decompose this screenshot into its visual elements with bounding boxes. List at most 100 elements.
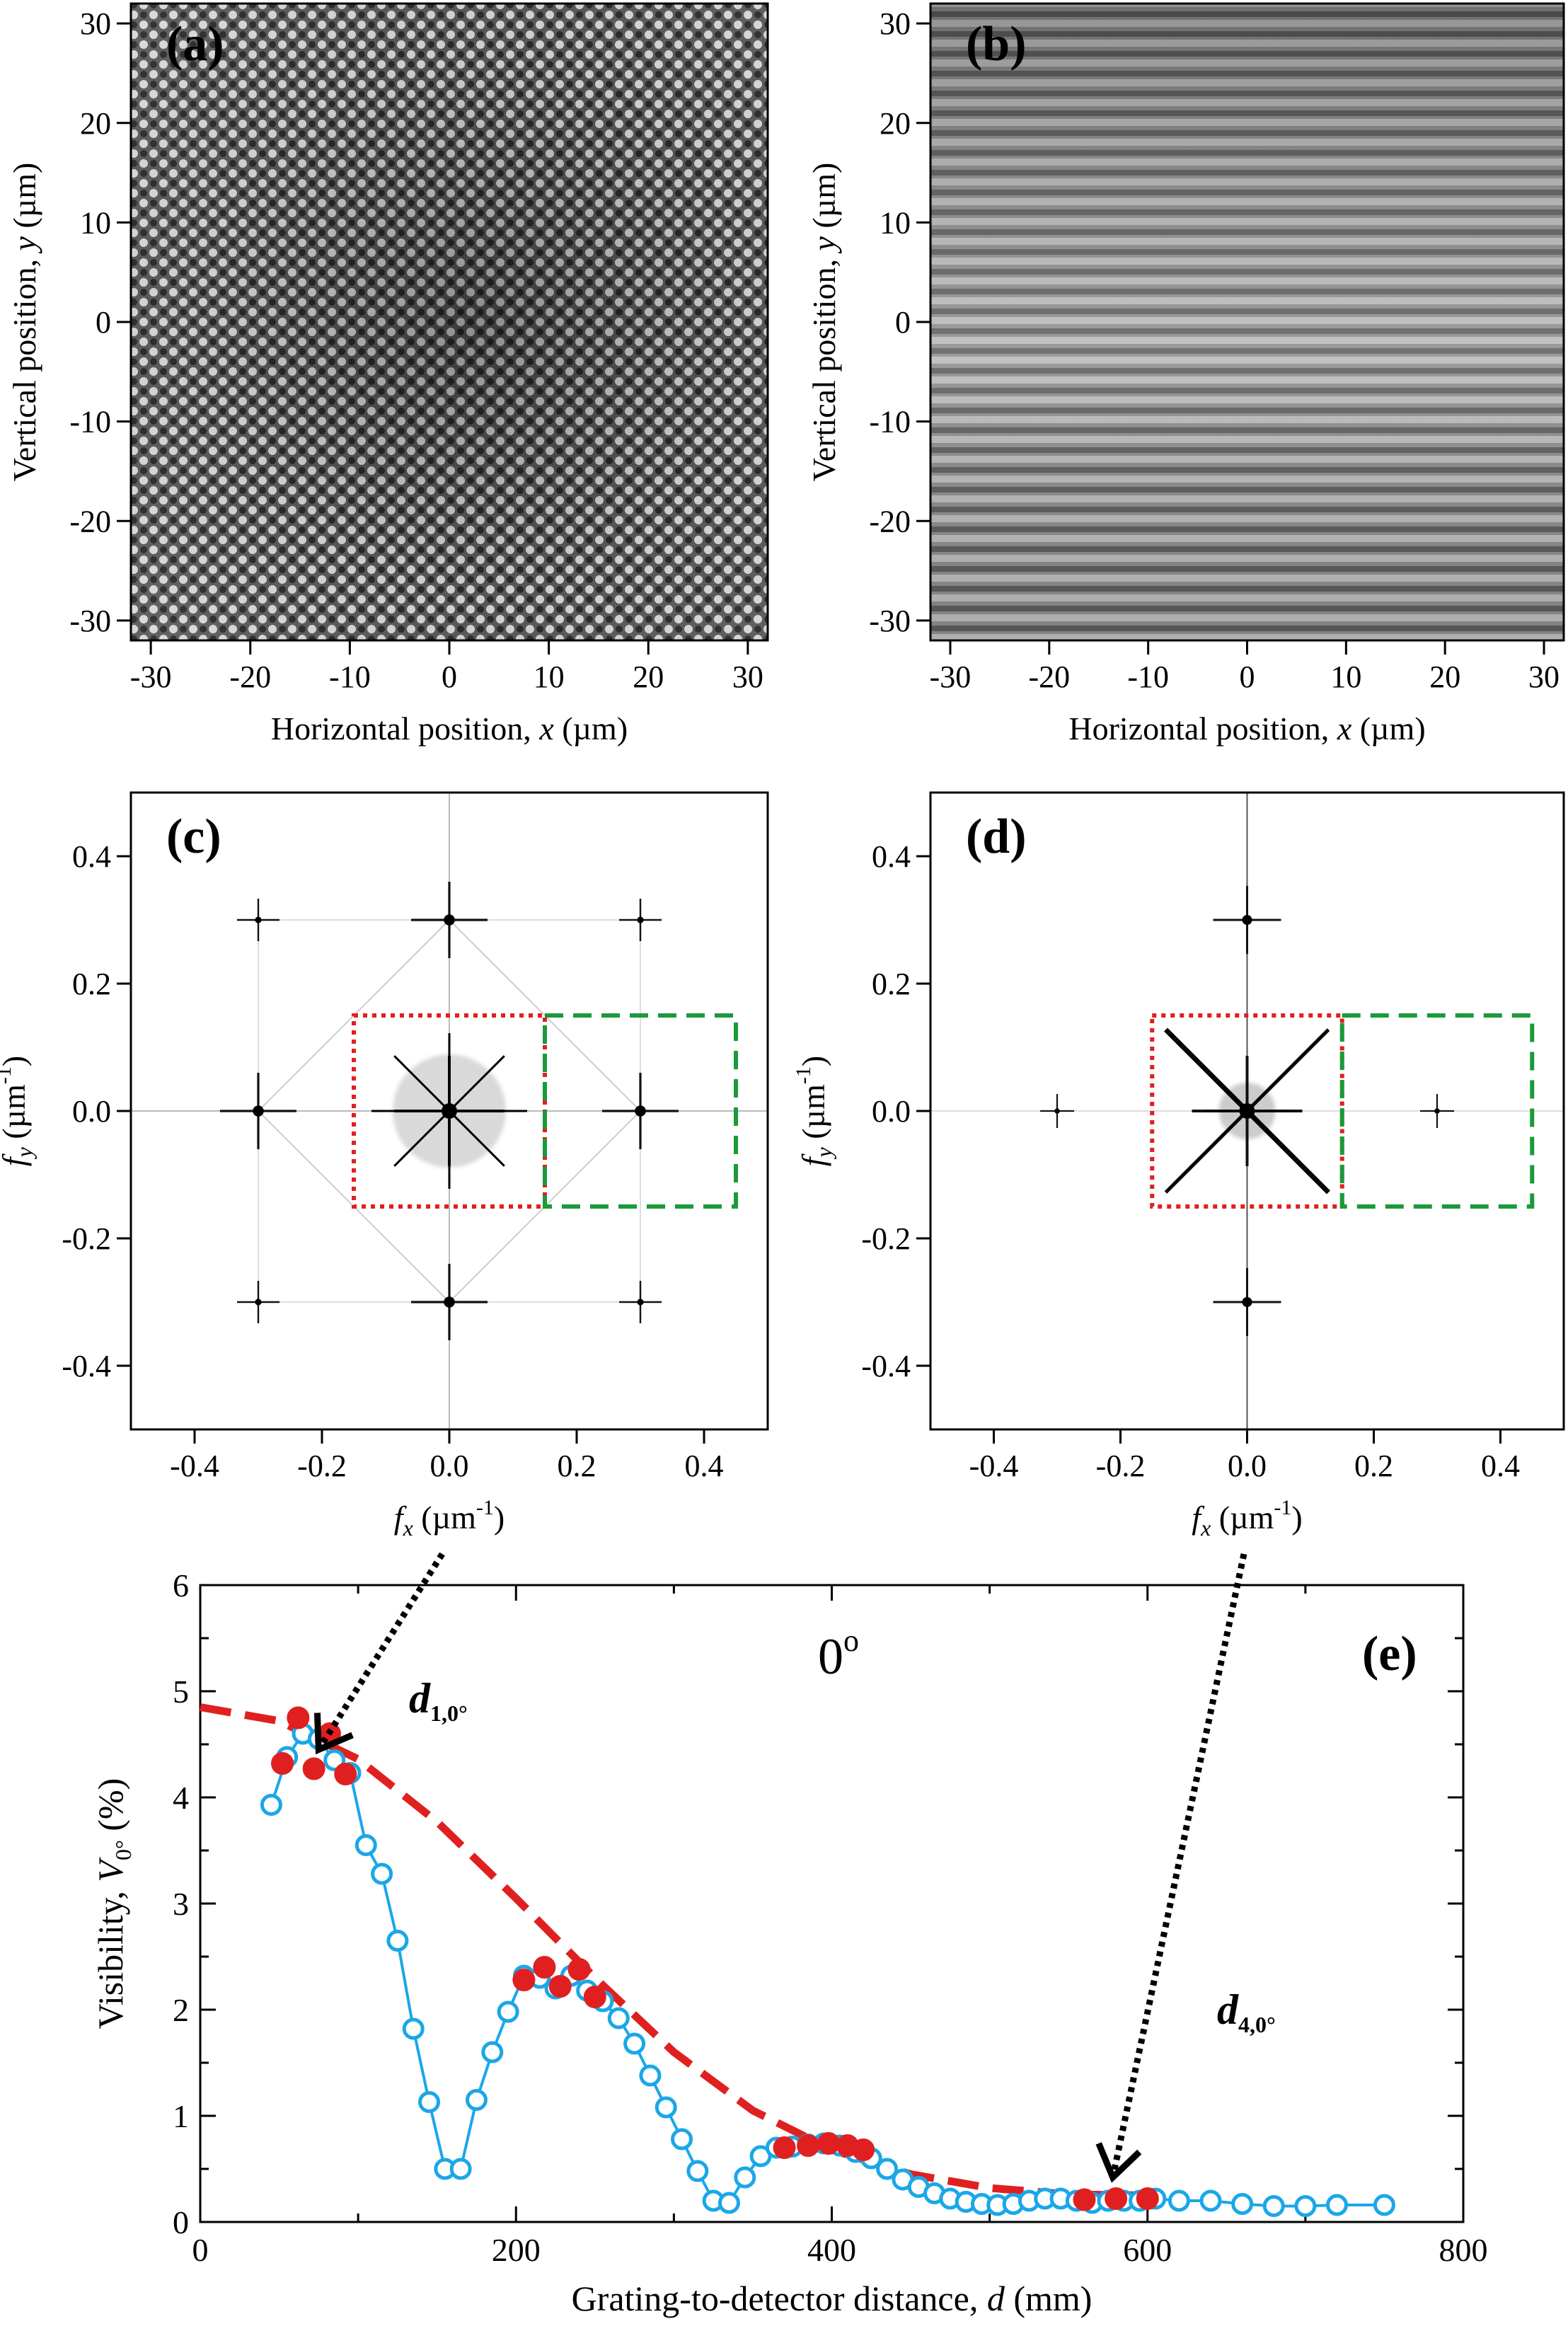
y-tick-label-d: -0.2	[861, 1221, 911, 1256]
x-label-unit: (µm	[1211, 1499, 1274, 1536]
data-point-measured	[1168, 2189, 1190, 2212]
x-label-var: d	[987, 2279, 1005, 2318]
y-tick-label-c: -0.4	[62, 1349, 111, 1383]
data-point-measured	[671, 2128, 693, 2151]
data-point-measured	[1294, 2195, 1317, 2217]
data-point-selected	[797, 2134, 820, 2157]
panel-label-b: (b)	[966, 17, 1027, 71]
image-shading-b	[930, 4, 1564, 640]
data-point-selected	[548, 1975, 572, 1998]
x-tick-label-c: -0.4	[170, 1449, 219, 1483]
data-point-selected	[533, 1956, 556, 1979]
data-point-measured	[386, 1930, 409, 1952]
x-tick-label-e: 600	[1123, 2232, 1172, 2268]
data-point-selected	[334, 1763, 357, 1785]
x-tick-label-e: 200	[492, 2232, 541, 2268]
data-point-selected	[512, 1969, 536, 1991]
x-tick-label-b: 0	[1240, 660, 1255, 694]
x-label-close: )	[494, 1499, 505, 1536]
data-point-measured	[876, 2158, 899, 2180]
y-tick-label-e: 3	[173, 1886, 189, 1922]
y-tick-label-b: 30	[880, 6, 911, 41]
image-layer	[131, 4, 1564, 1429]
annotation-var: d	[409, 1675, 431, 1722]
y-label-close: )	[0, 1056, 32, 1066]
x-tick-label-b: -20	[1028, 660, 1070, 694]
y-label-unit: (µm)	[6, 163, 42, 236]
data-point-measured	[1373, 2194, 1395, 2216]
y-axis-label-c: fy (µm-1)	[0, 1056, 37, 1166]
y-label-sub: y	[11, 1146, 37, 1159]
x-axis-label-b: Horizontal position, x (µm)	[1068, 710, 1425, 747]
annotation-sub: 4,0°	[1238, 2012, 1276, 2037]
y-label-exp: -1	[0, 1066, 16, 1084]
data-point-measured	[497, 2000, 519, 2023]
y-tick-label-e: 6	[173, 1567, 189, 1604]
x-tick-label-a: 0	[442, 660, 457, 694]
x-tick-label-b: 20	[1429, 660, 1460, 694]
x-label-sub: x	[1200, 1515, 1211, 1541]
x-label-unit: (µm	[413, 1499, 476, 1536]
data-point-selected	[583, 1986, 606, 2008]
x-label-text: Grating-to-detector distance,	[572, 2279, 987, 2318]
data-point-selected	[287, 1706, 310, 1729]
x-tick-label-a: -30	[130, 660, 172, 694]
data-point-selected	[817, 2132, 841, 2155]
data-point-selected	[1105, 2187, 1128, 2210]
y-tick-label-e: 2	[173, 1992, 189, 2028]
data-point-measured	[734, 2166, 756, 2189]
x-label-text: Horizontal position,	[271, 710, 539, 747]
y-axis-label-d: fy (µm-1)	[792, 1056, 836, 1166]
green-dashed-box-c	[543, 1013, 738, 1209]
fourier-peak-d	[1242, 1297, 1252, 1307]
y-label-exp: -1	[792, 1066, 815, 1084]
fourier-peak-d	[1242, 915, 1252, 925]
y-tick-label-e: 5	[173, 1674, 189, 1710]
y-tick-label-e: 0	[173, 2204, 189, 2240]
x-label-unit: (µm)	[1351, 710, 1425, 747]
annotation-label-1: d1,0°	[409, 1675, 468, 1726]
y-label-text: Vertical position,	[806, 251, 842, 482]
data-point-measured	[465, 2089, 488, 2111]
x-label-sub: x	[403, 1515, 413, 1541]
panel-label-e: (e)	[1362, 1627, 1417, 1681]
y-axis-label-e: Visibility, V0° (%)	[91, 1778, 136, 2029]
y-tick-label-e: 1	[173, 2098, 189, 2134]
data-point-measured	[623, 2032, 646, 2055]
data-layer	[200, 1013, 1535, 2217]
data-point-measured	[1199, 2189, 1222, 2212]
fourier-peak-c	[253, 1105, 264, 1117]
fourier-peak-c	[635, 1105, 646, 1117]
data-point-selected	[567, 1958, 591, 1981]
x-tick-label-d: 0.2	[1354, 1449, 1393, 1483]
series-line-fit	[200, 1703, 1148, 2199]
y-label-sub: 0°	[110, 1840, 136, 1860]
data-point-measured	[607, 2007, 630, 2030]
x-tick-label-d: -0.4	[969, 1449, 1019, 1483]
x-tick-label-a: -20	[229, 660, 271, 694]
y-label-var: y	[806, 236, 842, 254]
data-point-measured	[655, 2096, 677, 2119]
y-tick-label-b: -10	[869, 405, 911, 439]
title-text: 0	[818, 1628, 843, 1685]
y-tick-label-c: 0.4	[72, 839, 111, 874]
y-axis-label-a: Vertical position, y (µm)	[6, 163, 42, 482]
y-label-text: Visibility,	[91, 1882, 130, 2030]
y-label-var: V	[91, 1857, 130, 1882]
title-sup: o	[843, 1623, 859, 1658]
x-tick-label-c: -0.2	[297, 1449, 347, 1483]
annotation-label-2: d4,0°	[1217, 1986, 1276, 2037]
y-label-unit: (µm	[0, 1084, 32, 1147]
x-axis-label-c: fx (µm-1)	[394, 1496, 505, 1541]
x-axis-label-d: fx (µm-1)	[1192, 1496, 1302, 1541]
x-label-unit: (µm)	[554, 710, 628, 747]
y-tick-label-a: -10	[69, 405, 111, 439]
y-tick-label-b: 10	[880, 205, 911, 240]
x-tick-label-c: 0.2	[558, 1449, 596, 1483]
x-tick-label-d: 0.0	[1228, 1449, 1267, 1483]
data-point-measured	[1262, 2195, 1285, 2217]
data-point-measured	[418, 2091, 441, 2113]
fourier-peak-d	[1054, 1108, 1060, 1114]
y-tick-label-b: -20	[869, 504, 911, 539]
